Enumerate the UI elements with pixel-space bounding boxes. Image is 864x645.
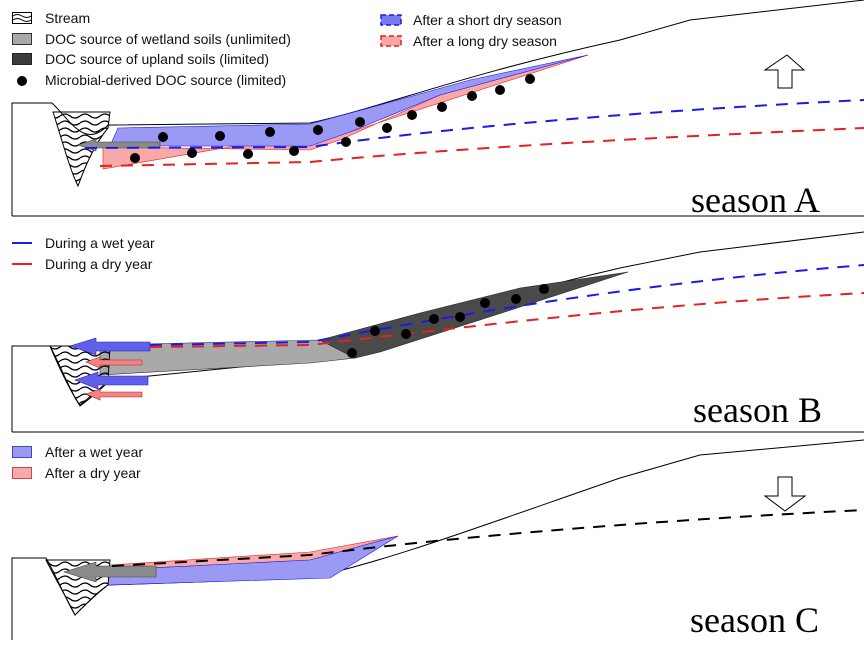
blue-dry-area-a — [109, 54, 589, 147]
red-flux-arrow-b1 — [85, 356, 143, 369]
season-b-label: season B — [693, 390, 822, 430]
gray-flux-arrow-a — [77, 138, 161, 152]
legend-label: After a short dry season — [413, 12, 562, 28]
down-arrow-icon — [763, 476, 807, 512]
microbial-dots-b — [347, 284, 549, 358]
legend-label: DOC source of wetland soils (unlimited) — [45, 30, 291, 47]
blue-dashed-swatch — [380, 14, 402, 26]
panel-a — [11, 0, 864, 217]
legend-label: Stream — [45, 10, 91, 26]
legend-label: After a long dry season — [413, 32, 557, 49]
legend-label: After a dry year — [45, 464, 141, 481]
microbial-dots-a — [130, 74, 535, 163]
season-c-label: season C — [690, 600, 819, 640]
upland-soil-swatch — [12, 53, 32, 65]
legend-label: DOC source of upland soils (limited) — [45, 51, 270, 67]
microbial-dot — [17, 75, 27, 86]
stream-icon — [12, 12, 32, 24]
wetland-soil-swatch — [12, 32, 32, 45]
legend-label: After a wet year — [45, 444, 144, 460]
red-flux-arrow-b2 — [85, 388, 143, 401]
blue-fill-swatch — [12, 446, 32, 458]
red-watertable-line-b — [149, 292, 864, 348]
up-arrow-icon — [763, 54, 806, 89]
black-watertable-line-c — [111, 509, 864, 567]
blue-dash-line — [12, 242, 32, 244]
gray-flux-arrow-c — [62, 561, 157, 583]
red-fill-swatch — [12, 466, 32, 479]
blue-watertable-line-a — [84, 99, 864, 149]
stream-channel-a — [52, 111, 111, 188]
red-dash-line — [12, 262, 32, 265]
season-a-label: season A — [691, 180, 820, 220]
legend-label: During a dry year — [45, 255, 153, 272]
upland-soil-area-b — [319, 271, 629, 359]
legend-label: Microbial-derived DOC source (limited) — [45, 71, 287, 88]
red-watertable-line-a — [99, 127, 864, 167]
legend-label: During a wet year — [45, 235, 155, 251]
panel-c — [11, 431, 864, 640]
blue-watertable-line-b — [149, 264, 864, 346]
red-dashed-swatch — [380, 34, 402, 47]
blue-flux-arrow-b2 — [74, 371, 149, 390]
panel-b — [11, 215, 864, 433]
